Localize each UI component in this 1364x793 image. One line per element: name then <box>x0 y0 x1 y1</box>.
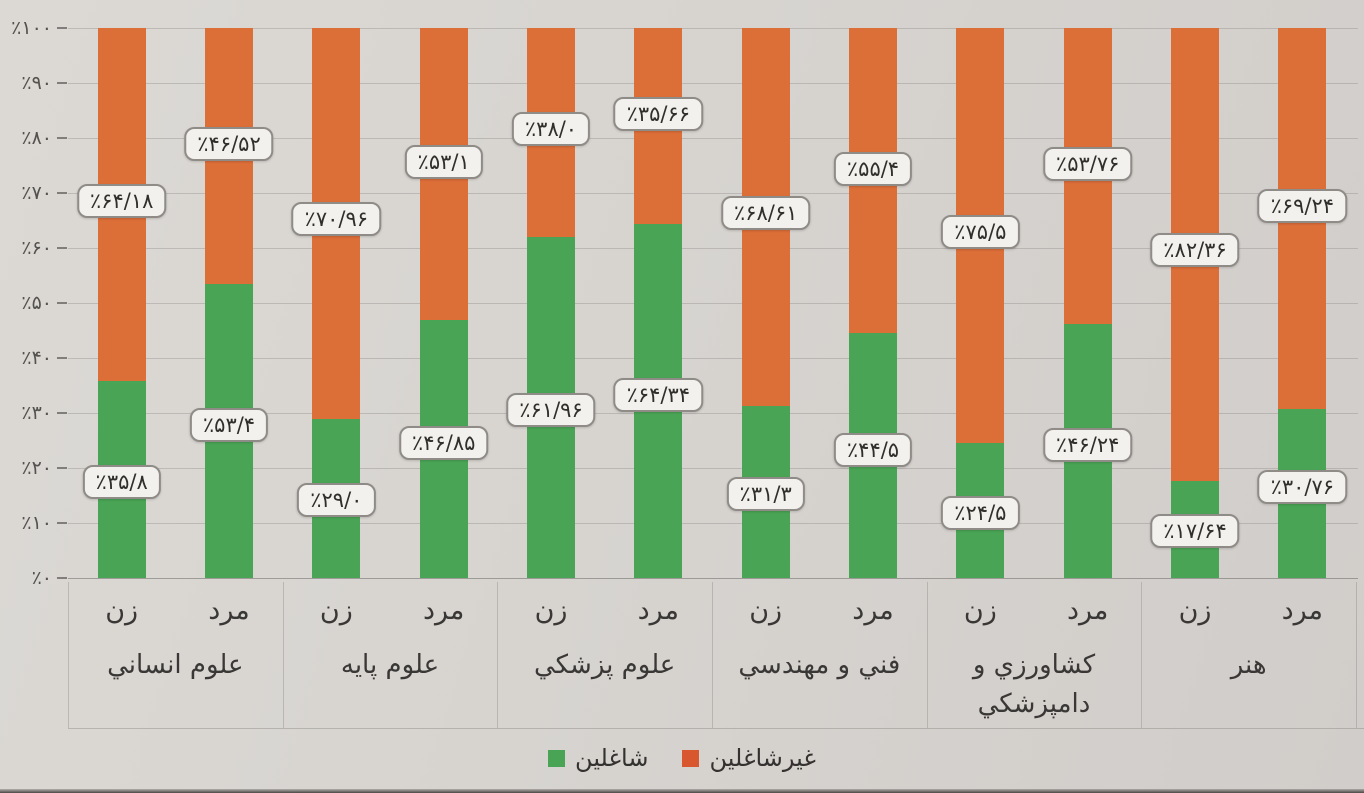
gridline-20 <box>68 468 1358 469</box>
bar-label-employed: ٪۳۰/۷۶ <box>1257 470 1348 505</box>
gender-label: مرد <box>637 595 680 626</box>
bar-label-unemployed: ٪۶۹/۲۴ <box>1257 189 1348 224</box>
gridline-90 <box>68 83 1358 84</box>
bar-label-unemployed: ٪۸۲/۳۶ <box>1150 233 1240 268</box>
legend-item-employed: شاغلين <box>548 744 648 772</box>
y-axis-label: ٪۱۰ <box>21 512 52 534</box>
bar-label-employed: ٪۶۴/۳۴ <box>613 378 704 413</box>
y-axis-tick <box>57 247 67 249</box>
bar-label-unemployed: ٪۳۸/۰ <box>511 111 591 146</box>
y-axis-label: ٪۳۰ <box>21 402 52 424</box>
legend-item-unemployed: غيرشاغلين <box>682 744 816 772</box>
category-separator <box>712 582 713 728</box>
y-axis-tick <box>57 577 67 579</box>
bar-label-unemployed: ٪۶۸/۶۱ <box>720 195 811 230</box>
bar-label-employed: ٪۴۶/۸۵ <box>398 426 489 461</box>
bar-label-employed: ٪۳۵/۸ <box>82 464 161 499</box>
bar-label-unemployed: ٪۷۵/۵ <box>941 214 1020 249</box>
y-axis-tick <box>57 357 67 359</box>
category-separator <box>1141 582 1143 728</box>
legend-swatch-unemployed-icon <box>682 749 700 767</box>
bar-label-unemployed: ٪۵۵/۴ <box>833 151 913 186</box>
gender-label: مرد <box>1281 595 1324 626</box>
bar-label-unemployed: ٪۵۳/۱ <box>404 145 483 180</box>
gender-label: زن <box>963 595 997 626</box>
category-band-line <box>68 728 1364 729</box>
gender-label: مرد <box>1066 595 1109 626</box>
gridline-100 <box>68 28 1358 29</box>
category-separator <box>1356 582 1357 728</box>
gridline-80 <box>68 138 1358 139</box>
gender-label: زن <box>105 595 139 626</box>
gender-label: مرد <box>422 595 465 626</box>
gender-label: زن <box>534 595 568 626</box>
y-axis-tick <box>57 522 67 524</box>
gridline-60 <box>68 248 1358 249</box>
bar-label-employed: ٪۶۱/۹۶ <box>506 392 596 427</box>
gridline-10 <box>68 523 1358 524</box>
category-label: فني و مهندسي <box>738 650 901 680</box>
category-label: علوم پزشكي <box>534 650 676 680</box>
gender-label: زن <box>749 595 783 626</box>
y-axis-tick <box>57 302 67 304</box>
y-axis-label: ٪۰ <box>31 567 52 589</box>
category-separator <box>282 582 284 728</box>
gridline-0 <box>68 578 1358 579</box>
bar-label-employed: ٪۲۴/۵ <box>941 495 1020 530</box>
gender-label: مرد <box>208 595 250 626</box>
y-axis-label: ٪۸۰ <box>21 127 52 149</box>
bar-label-employed: ٪۲۹/۰ <box>297 483 376 518</box>
category-label: هنر <box>1230 650 1267 680</box>
category-label: علوم پايه <box>340 650 440 680</box>
photo-bottom-edge <box>0 789 1364 793</box>
legend-swatch-employed-icon <box>548 749 566 767</box>
bar-label-unemployed: ٪۴۶/۵۲ <box>184 127 274 162</box>
gender-label: زن <box>1178 595 1212 626</box>
bar-label-unemployed: ٪۳۵/۶۶ <box>613 97 704 132</box>
legend-label-employed: شاغلين <box>575 744 649 772</box>
y-axis-tick <box>57 137 67 139</box>
gridline-40 <box>68 358 1358 359</box>
bar-label-employed: ٪۳۱/۳ <box>726 476 805 511</box>
bar-label-employed: ٪۱۷/۶۴ <box>1150 514 1240 549</box>
y-axis-label: ٪۹۰ <box>21 72 52 94</box>
gender-label: زن <box>319 595 353 626</box>
y-axis-tick <box>57 467 67 469</box>
bar-label-unemployed: ٪۵۳/۷۶ <box>1042 146 1133 181</box>
gridline-30 <box>68 413 1358 414</box>
bar-label-employed: ٪۵۳/۴ <box>189 408 269 443</box>
category-label: علوم انساني <box>107 650 244 680</box>
bar-label-unemployed: ٪۷۰/۹۶ <box>291 202 382 237</box>
category-label: كشاورزي و دامپزشكي <box>972 650 1096 719</box>
y-axis-label: ٪۵۰ <box>21 292 52 314</box>
y-axis-label: ٪۲۰ <box>21 457 52 479</box>
gender-label: مرد <box>852 595 894 626</box>
legend-label-unemployed: غيرشاغلين <box>709 744 816 772</box>
chart-legend: شاغلين غيرشاغلين <box>0 744 1364 772</box>
y-axis-label: ٪۱۰۰ <box>11 17 52 39</box>
y-axis-label: ٪۴۰ <box>21 347 52 369</box>
y-axis-tick <box>57 412 67 414</box>
category-separator <box>68 582 69 728</box>
y-axis-tick <box>57 192 67 194</box>
gridline-50 <box>68 303 1358 304</box>
y-axis-label: ٪۶۰ <box>21 237 52 259</box>
y-axis-label: ٪۷۰ <box>21 182 52 204</box>
bar-label-unemployed: ٪۶۴/۱۸ <box>76 183 167 218</box>
bar-label-employed: ٪۴۶/۲۴ <box>1042 427 1133 462</box>
y-axis-tick <box>57 82 67 84</box>
gridline-70 <box>68 193 1358 194</box>
y-axis-tick <box>57 27 67 29</box>
bar-label-employed: ٪۴۴/۵ <box>833 432 913 467</box>
category-separator <box>497 582 499 728</box>
category-separator <box>926 582 928 728</box>
